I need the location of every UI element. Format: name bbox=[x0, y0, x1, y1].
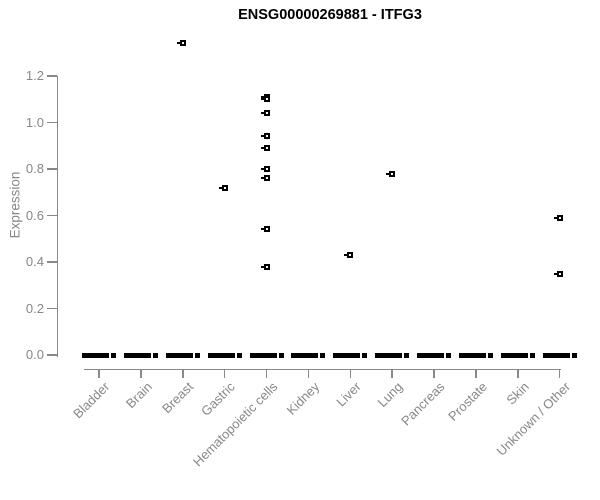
y-tick-label: 1.0 bbox=[25, 114, 44, 130]
data-point bbox=[260, 96, 270, 103]
x-category-label: Kidney bbox=[283, 379, 323, 418]
x-tick-mark bbox=[265, 370, 268, 378]
data-point bbox=[260, 145, 270, 152]
zero-value-cluster bbox=[123, 352, 158, 358]
x-category-label: Gastric bbox=[198, 379, 239, 419]
zero-value-cluster bbox=[249, 352, 284, 358]
x-tick-mark bbox=[307, 370, 310, 378]
x-tick-mark bbox=[223, 370, 226, 378]
data-point bbox=[553, 214, 563, 221]
y-tick-mark bbox=[46, 307, 57, 310]
y-axis-label: Expression bbox=[7, 171, 23, 239]
x-tick-mark bbox=[517, 370, 519, 378]
zero-value-cluster bbox=[165, 352, 200, 358]
data-point bbox=[260, 175, 270, 182]
x-category-label: Skin bbox=[502, 379, 532, 408]
x-category-label: Bladder bbox=[70, 379, 113, 422]
y-tick-label: 1.2 bbox=[25, 68, 44, 83]
data-point bbox=[386, 170, 396, 177]
y-tick-label: 0.2 bbox=[25, 300, 44, 316]
x-tick-mark bbox=[391, 370, 393, 378]
y-tick-label: 0.6 bbox=[25, 207, 44, 223]
x-tick-mark bbox=[475, 370, 477, 378]
data-point bbox=[260, 263, 270, 270]
zero-value-cluster bbox=[333, 352, 368, 358]
x-category-label: Breast bbox=[159, 379, 197, 417]
x-category-label: Unknown / Other bbox=[493, 379, 574, 459]
x-category-label: Liver bbox=[333, 379, 364, 410]
data-point bbox=[260, 226, 270, 233]
y-tick-mark bbox=[46, 75, 57, 77]
x-category-label: Brain bbox=[122, 379, 155, 412]
x-tick-mark bbox=[98, 370, 100, 378]
y-tick-mark bbox=[46, 168, 57, 170]
zero-value-cluster bbox=[458, 352, 493, 358]
x-tick-mark bbox=[558, 370, 561, 378]
x-tick-mark bbox=[182, 370, 184, 378]
x-category-label: Hematopoietic cells bbox=[189, 379, 281, 470]
data-point bbox=[344, 252, 354, 259]
y-tick-mark bbox=[46, 261, 57, 263]
zero-value-cluster bbox=[542, 352, 577, 358]
y-tick-mark bbox=[46, 214, 57, 217]
x-tick-mark bbox=[433, 370, 435, 378]
zero-value-cluster bbox=[417, 352, 452, 358]
x-tick-mark bbox=[140, 370, 142, 378]
y-axis-line bbox=[56, 76, 58, 357]
y-tick-mark bbox=[46, 121, 57, 124]
y-tick-label: 0.0 bbox=[25, 347, 44, 362]
x-axis-line bbox=[84, 368, 561, 370]
zero-value-cluster bbox=[82, 352, 116, 358]
data-point bbox=[176, 40, 186, 47]
y-tick-label: 0.8 bbox=[25, 161, 44, 176]
data-point bbox=[553, 270, 563, 277]
zero-value-cluster bbox=[291, 352, 326, 358]
zero-value-cluster bbox=[207, 352, 242, 358]
y-tick-mark bbox=[46, 354, 57, 356]
data-point bbox=[260, 166, 270, 172]
data-point bbox=[260, 110, 270, 117]
x-category-label: Lung bbox=[374, 379, 406, 411]
data-point bbox=[218, 184, 228, 191]
y-tick-label: 0.4 bbox=[25, 254, 44, 269]
zero-value-cluster bbox=[375, 352, 410, 358]
x-category-label: Pancreas bbox=[398, 379, 448, 429]
data-point bbox=[260, 133, 270, 140]
x-tick-mark bbox=[349, 370, 352, 378]
chart-title: ENSG00000269881 - ITFG3 bbox=[238, 7, 422, 23]
x-category-label: Prostate bbox=[444, 379, 490, 424]
zero-value-cluster bbox=[500, 352, 535, 358]
